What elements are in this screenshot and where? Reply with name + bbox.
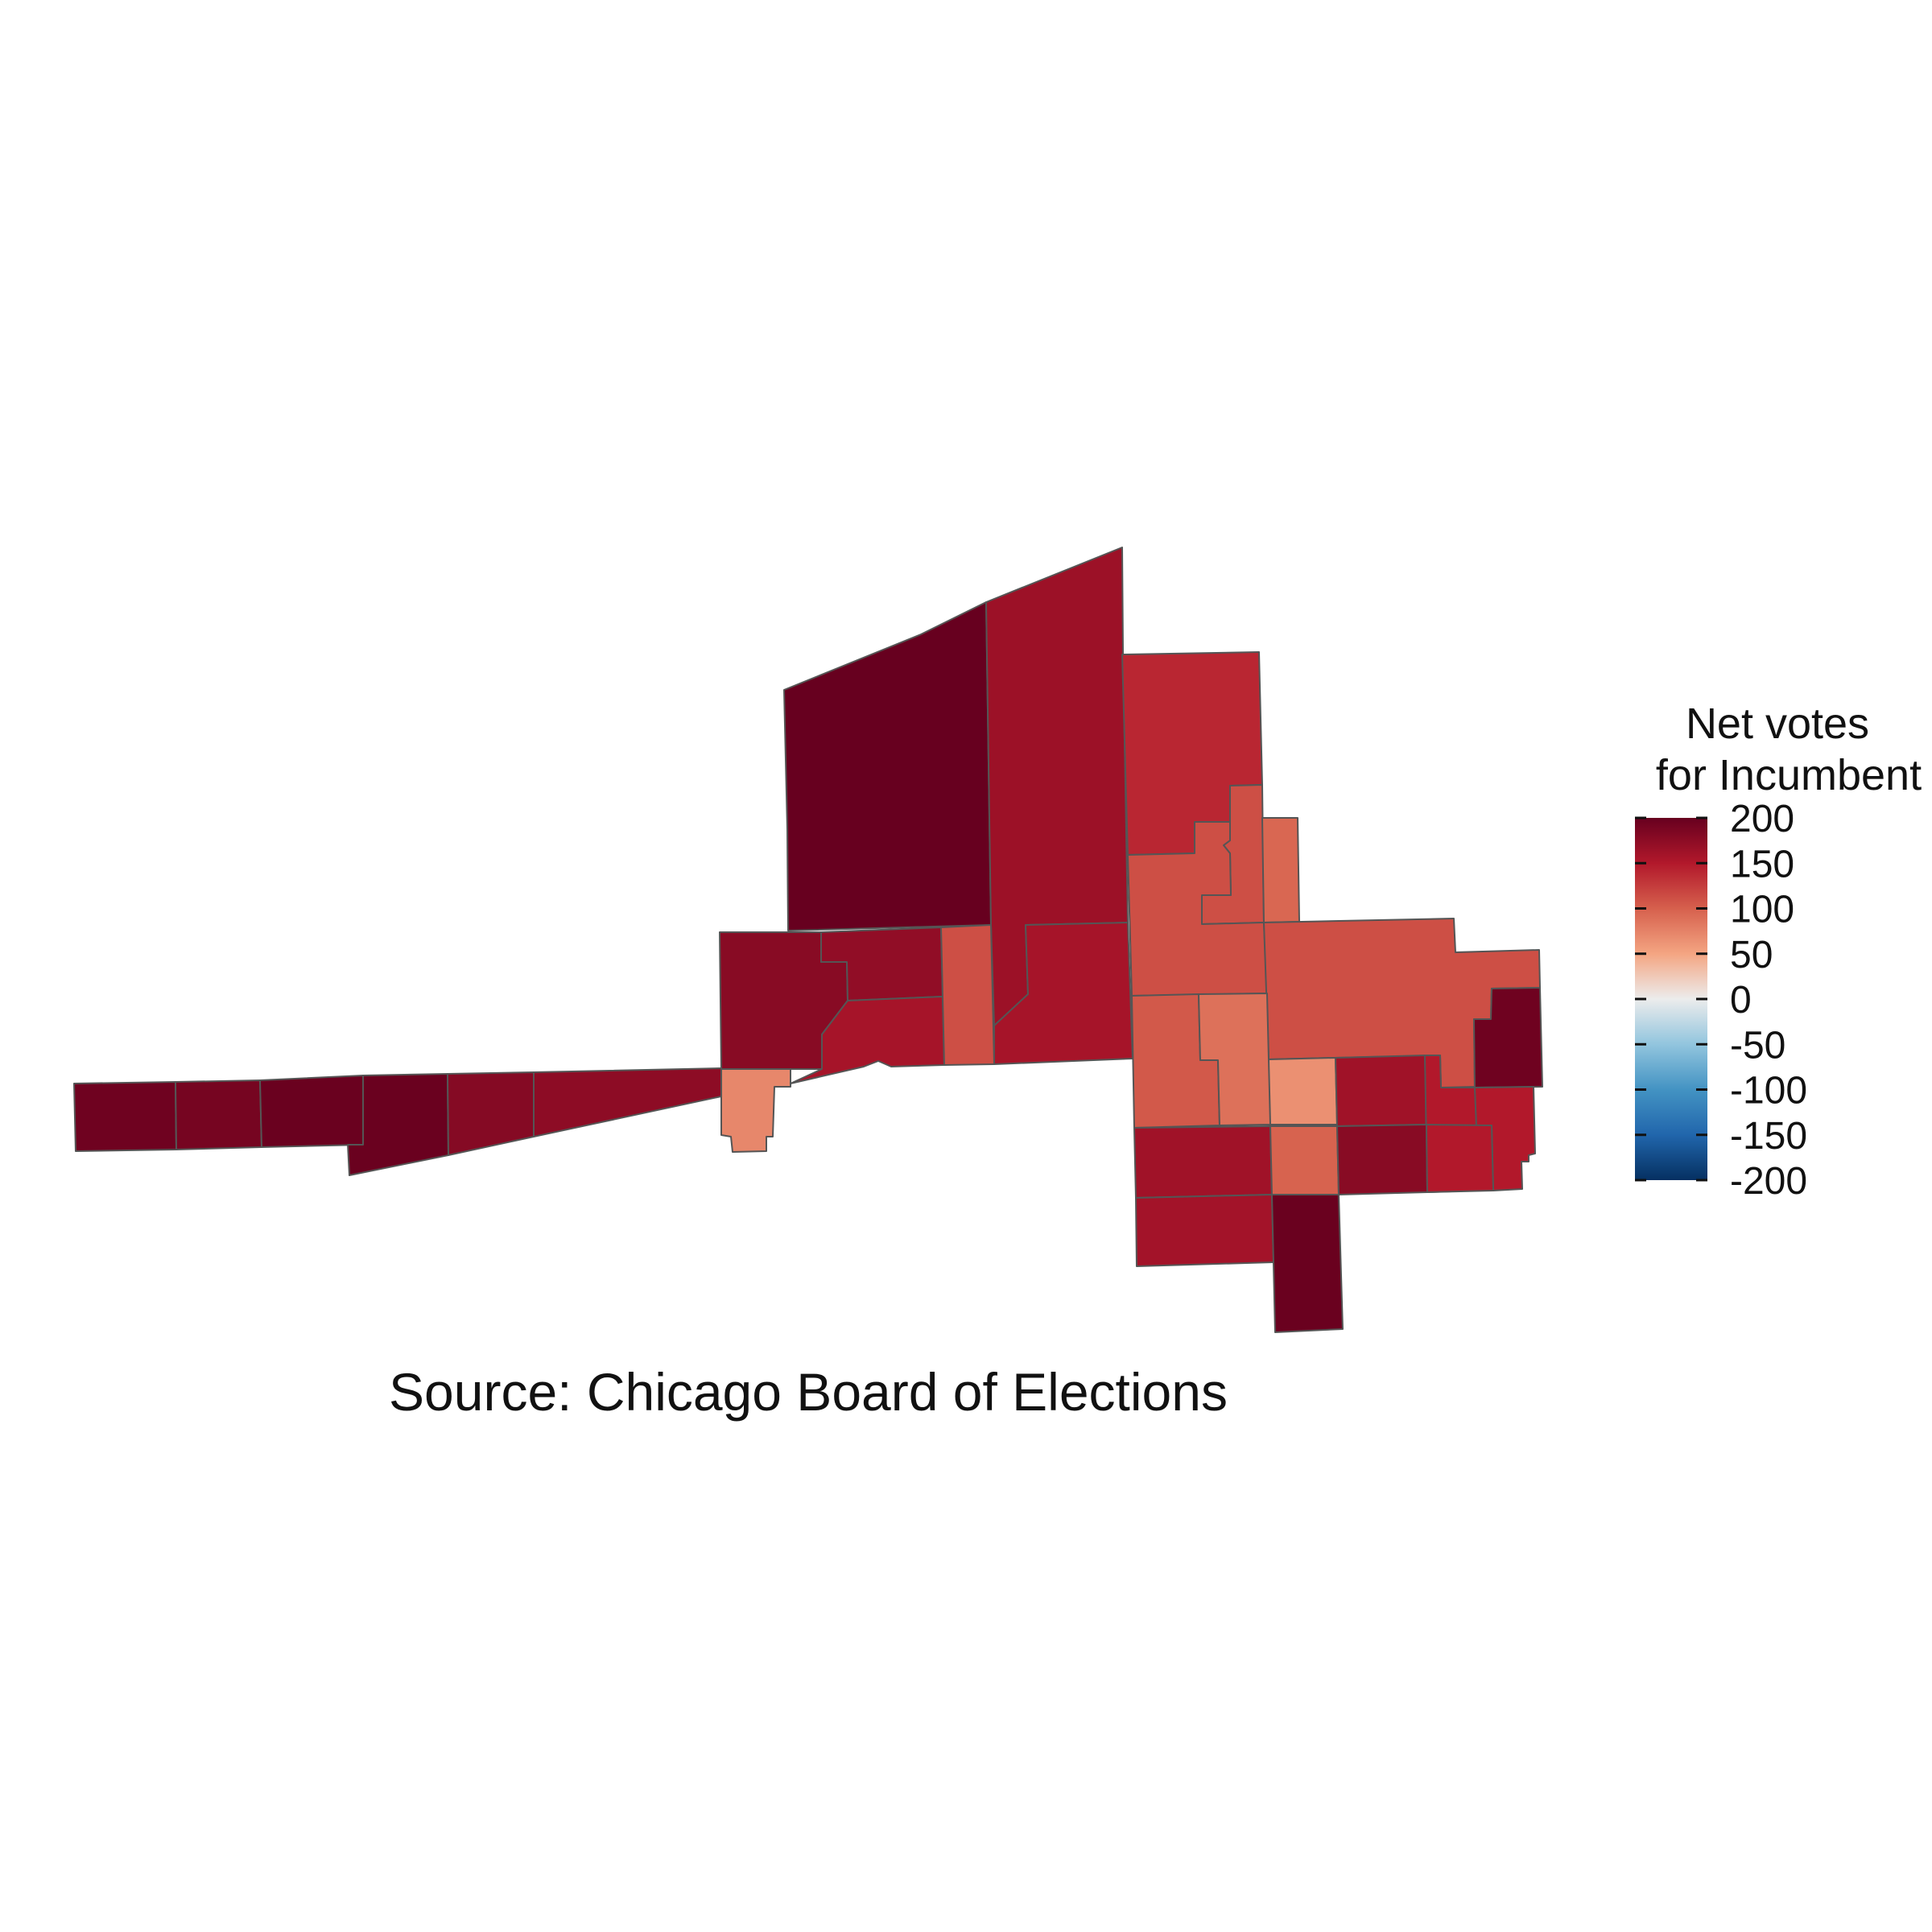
color-legend: Net votes for Incumbent 200150100500-50-…: [1635, 700, 1922, 1203]
precinct-west-strip-2[interactable]: [175, 1080, 262, 1150]
precinct-layer: [73, 547, 1543, 1333]
legend-tick-label: 150: [1730, 843, 1794, 886]
map-caption: Source: Chicago Board of Elections: [389, 1362, 1228, 1422]
legend-title-line1: Net votes: [1686, 700, 1869, 748]
precinct-north-large-west[interactable]: [783, 601, 992, 931]
legend-tick-label: 200: [1730, 798, 1794, 840]
legend-title-line2: for Incumbent: [1656, 751, 1922, 799]
precinct-south-left-2[interactable]: [1135, 1194, 1274, 1267]
legend-tick-label: -150: [1730, 1115, 1807, 1158]
precinct-west-strip-5[interactable]: [447, 1071, 535, 1156]
precinct-west-strip-6[interactable]: [533, 1067, 722, 1137]
precinct-mid-east-block[interactable]: [993, 922, 1133, 1065]
legend-tick-label: -50: [1730, 1024, 1785, 1067]
precinct-south-mid-small[interactable]: [1269, 1125, 1340, 1195]
precinct-south-tail[interactable]: [1271, 1194, 1344, 1333]
precinct-center-light[interactable]: [1268, 1057, 1338, 1125]
precinct-small-south-block[interactable]: [720, 1068, 791, 1153]
precinct-east-red-upper[interactable]: [1335, 1055, 1427, 1127]
legend-colorbar: [1635, 818, 1707, 1180]
precinct-mid-narrow[interactable]: [940, 924, 995, 1066]
precinct-south-left-1[interactable]: [1133, 1125, 1273, 1199]
precinct-east-lower-dark[interactable]: [1336, 1124, 1428, 1195]
legend-tick-label: 50: [1730, 934, 1773, 976]
precinct-east-lower-right-b[interactable]: [1426, 1124, 1494, 1193]
legend-tick-label: -100: [1730, 1070, 1807, 1113]
precinct-west-strip-3[interactable]: [259, 1075, 364, 1148]
legend-tick-label: -200: [1730, 1160, 1807, 1203]
precinct-northeast-strip[interactable]: [1261, 817, 1300, 923]
legend-tick-label: 100: [1730, 889, 1794, 931]
precinct-west-strip-1[interactable]: [73, 1081, 177, 1152]
legend-tick-label: 0: [1730, 979, 1752, 1022]
precinct-west-strip-4[interactable]: [347, 1073, 449, 1176]
